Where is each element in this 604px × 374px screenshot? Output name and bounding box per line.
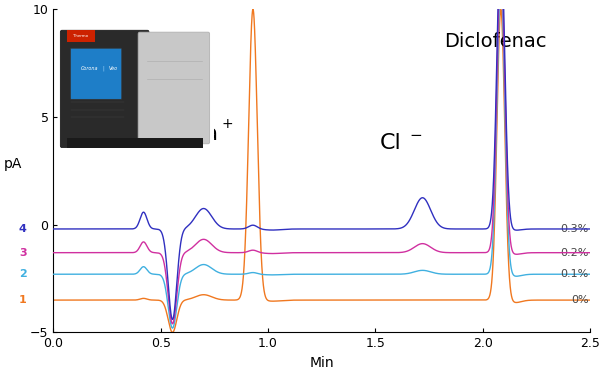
Text: Na: Na (188, 124, 219, 144)
Text: 0.1%: 0.1% (561, 269, 589, 279)
Text: 0.2%: 0.2% (561, 248, 589, 258)
Text: 0%: 0% (571, 295, 589, 305)
Y-axis label: pA: pA (4, 157, 22, 171)
Text: 4: 4 (19, 224, 27, 234)
Text: 2: 2 (19, 269, 27, 279)
Text: Cl: Cl (379, 133, 401, 153)
Text: 0.3%: 0.3% (561, 224, 589, 234)
Text: 3: 3 (19, 248, 27, 258)
Text: Diclofenac: Diclofenac (444, 32, 547, 51)
Text: 1: 1 (19, 295, 27, 305)
X-axis label: Min: Min (309, 356, 334, 370)
Text: +: + (222, 117, 234, 131)
Text: −: − (410, 128, 422, 143)
